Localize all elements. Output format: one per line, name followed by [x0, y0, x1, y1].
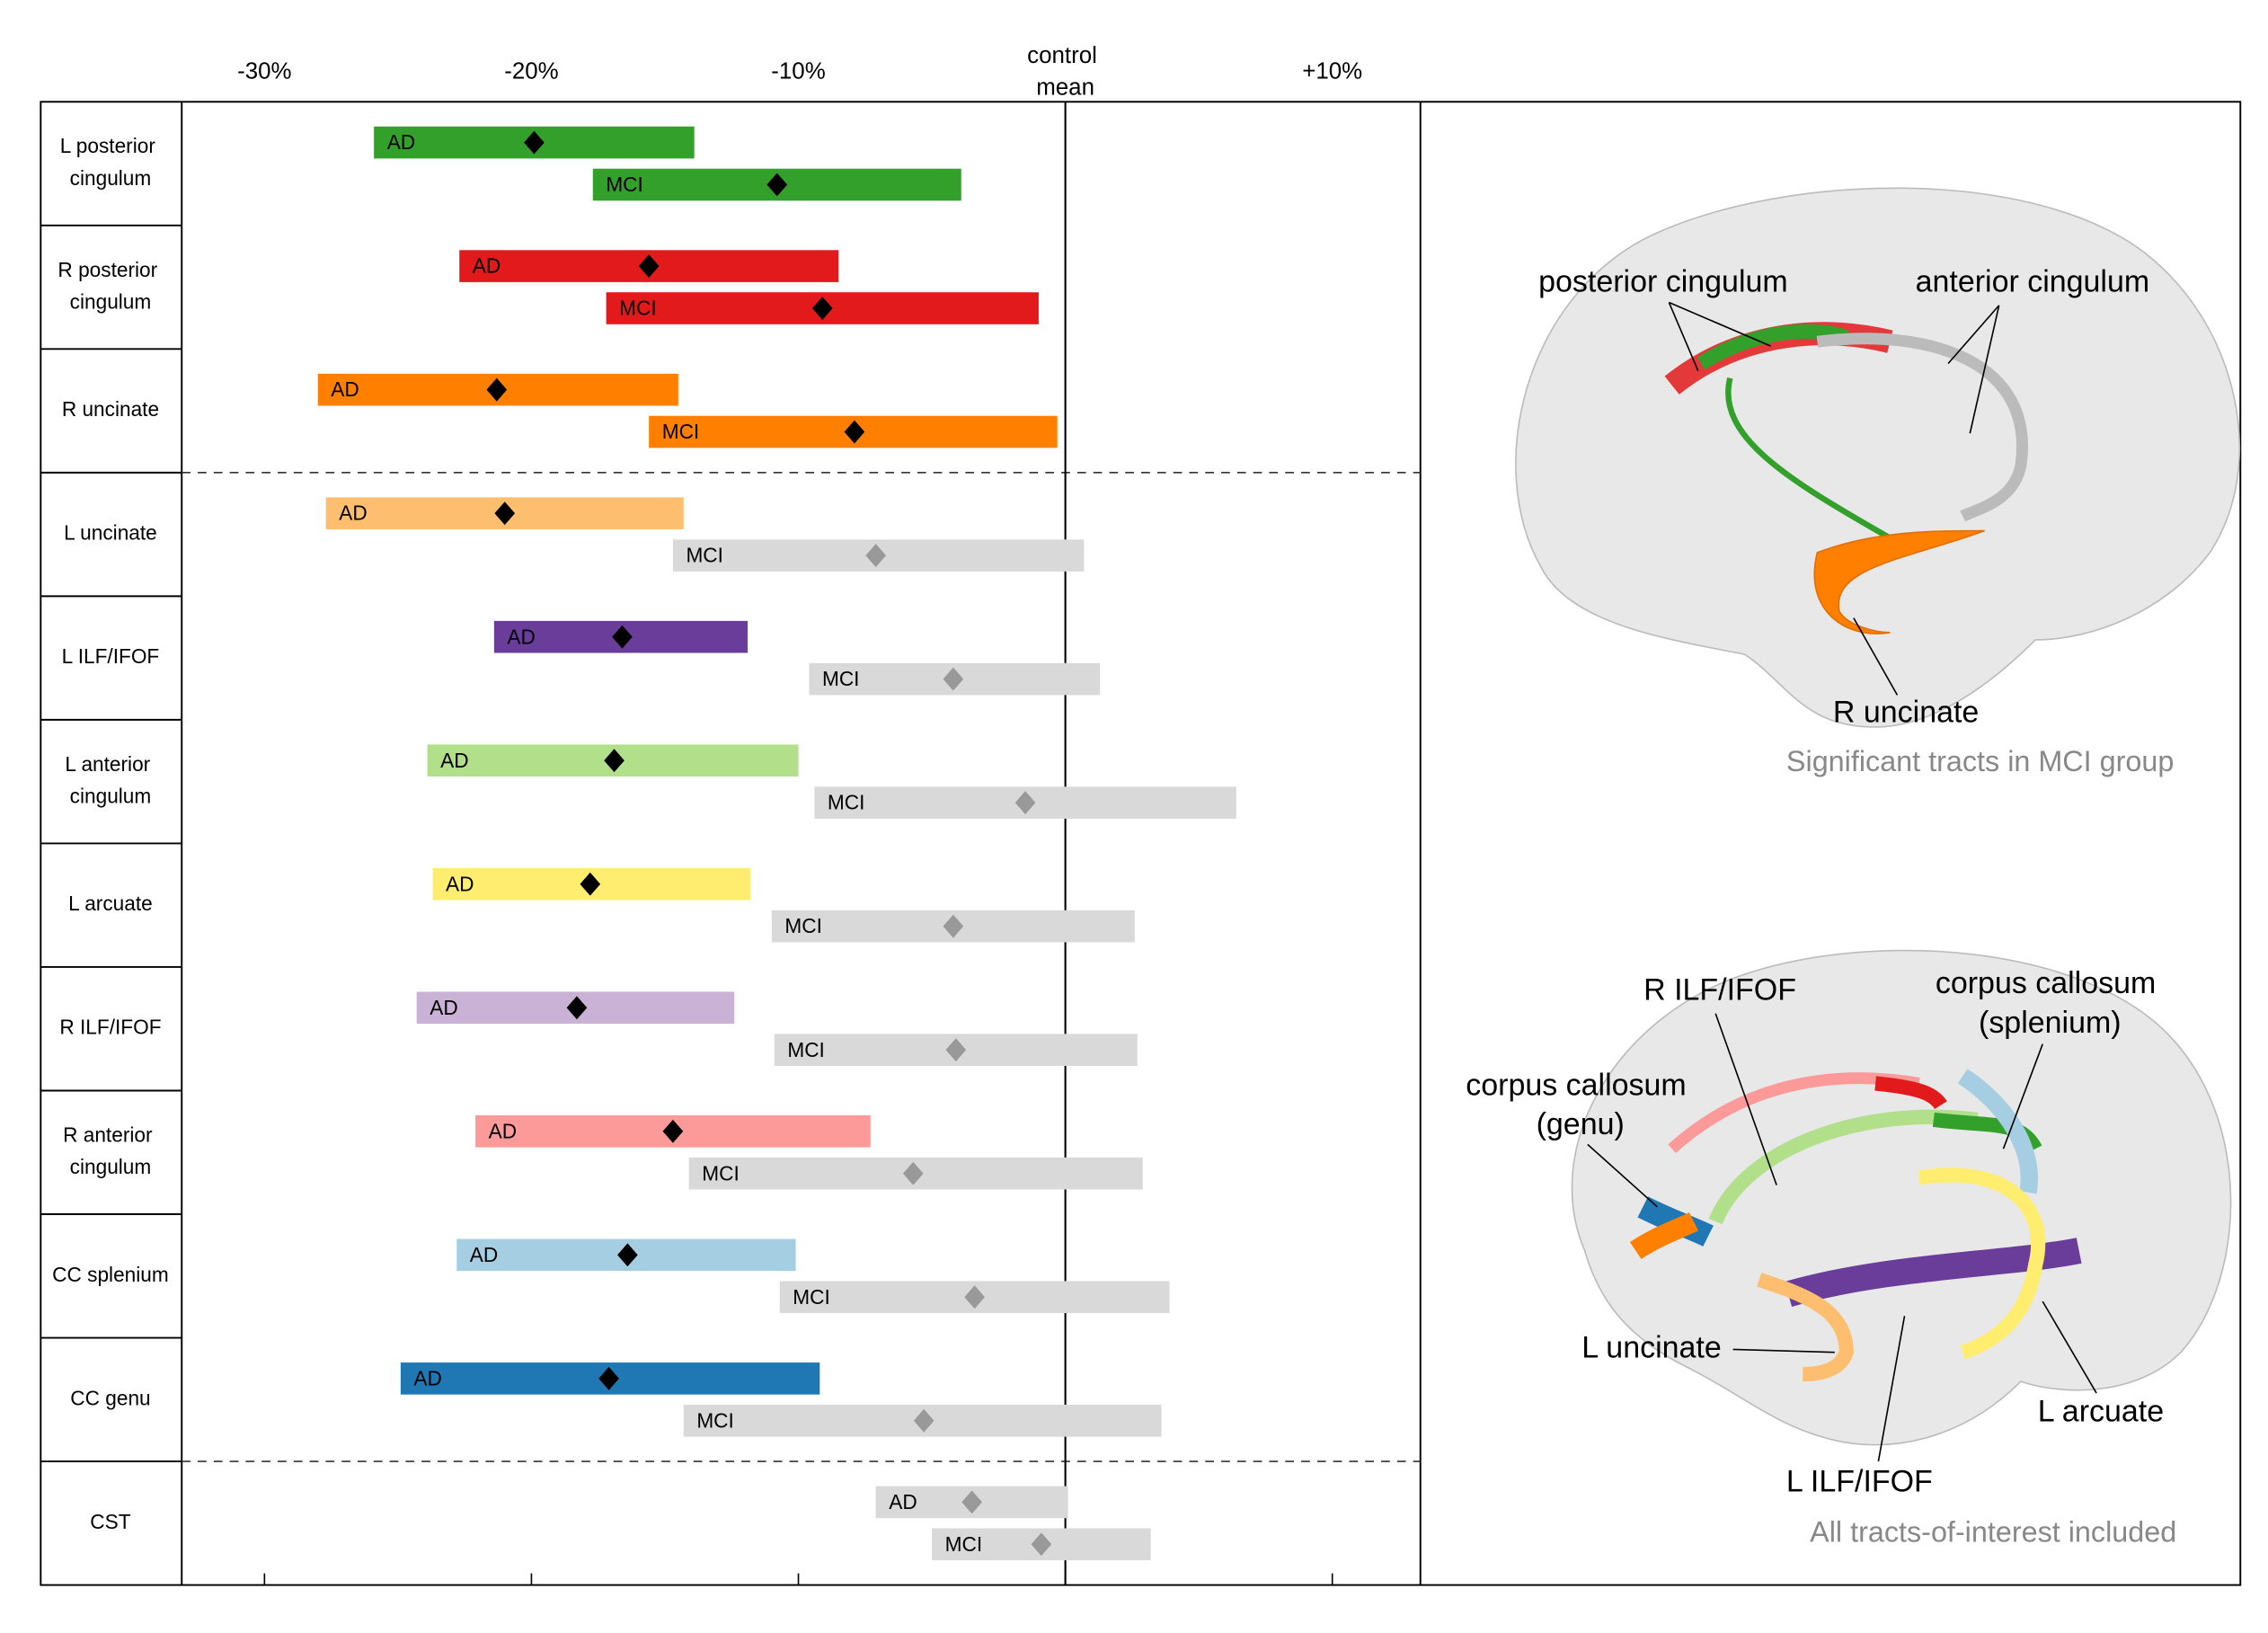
bar-label: MCI: [793, 1285, 830, 1309]
bar-label: AD: [470, 1243, 498, 1266]
mean-marker: [638, 254, 660, 279]
bar-label: AD: [489, 1119, 517, 1142]
category-label: R anterior cingulum: [63, 1123, 158, 1178]
tract-label: posterior cingulum: [1538, 264, 1788, 298]
bar-label: AD: [446, 872, 474, 895]
x-tick-label: -30%: [237, 59, 291, 84]
mean-marker: [617, 1243, 638, 1267]
mean-marker: [964, 1285, 985, 1309]
mean-marker: [844, 420, 865, 444]
panel-caption: Significant tracts in MCI group: [1786, 745, 2174, 777]
mean-marker: [945, 1038, 967, 1062]
x-tick-label: -10%: [771, 59, 825, 84]
bar-label: MCI: [619, 297, 657, 320]
category-label: CC genu: [70, 1386, 150, 1409]
bar-label: MCI: [686, 544, 723, 567]
bar-label: AD: [387, 130, 415, 154]
mean-marker: [766, 173, 788, 197]
bar-label: AD: [339, 501, 367, 525]
category-label: R ILF/IFOF: [59, 1016, 161, 1039]
bar-label: MCI: [662, 420, 700, 443]
bar-label: MCI: [828, 791, 865, 814]
bar-label: AD: [430, 996, 457, 1019]
bar-label: MCI: [784, 914, 822, 937]
tract-label: anterior cingulum: [1916, 264, 2150, 298]
bar-label: MCI: [822, 667, 860, 690]
category-label: L posterior cingulum: [60, 134, 161, 190]
bar-label: AD: [413, 1366, 441, 1389]
bar-label: MCI: [606, 173, 643, 196]
mean-marker: [598, 1366, 619, 1390]
category-label: CC splenium: [52, 1263, 169, 1286]
category-label: R uncinate: [62, 397, 159, 421]
mean-marker: [961, 1490, 982, 1514]
bar-label: AD: [331, 377, 359, 401]
mean-marker: [811, 297, 833, 320]
tract-label: R ILF/IFOF: [1643, 972, 1796, 1007]
mean-marker: [1014, 791, 1036, 815]
bar-label: AD: [440, 749, 468, 772]
x-tick-label: -20%: [504, 59, 558, 84]
bar-label: MCI: [696, 1408, 734, 1432]
tract-label: corpus callosum (splenium): [1936, 966, 2165, 1040]
category-label: L arcuate: [68, 892, 153, 915]
tract-label: L ILF/IFOF: [1786, 1464, 1933, 1498]
x-tick-label: +10%: [1302, 59, 1362, 84]
bar-label: AD: [889, 1490, 917, 1513]
category-label: R posterior cingulum: [58, 258, 163, 314]
mean-marker: [580, 872, 601, 896]
mean-marker: [943, 914, 964, 938]
category-label: CST: [90, 1510, 130, 1533]
bar-label: MCI: [945, 1532, 983, 1556]
tract-label: L arcuate: [2038, 1395, 2164, 1429]
x-tick-label: control mean: [1027, 43, 1103, 101]
bar-label: MCI: [702, 1161, 740, 1185]
bar-label: AD: [473, 254, 501, 278]
brain-image: [1571, 949, 2232, 1462]
mean-marker: [1031, 1532, 1052, 1557]
brain-image: [1515, 187, 2241, 728]
category-label: L anterior cingulum: [65, 752, 155, 808]
mean-marker: [902, 1161, 924, 1185]
tract-label: L uncinate: [1581, 1330, 1721, 1364]
tract-label: R uncinate: [1833, 695, 1979, 729]
bar-label: MCI: [787, 1038, 825, 1061]
category-label: L ILF/IFOF: [62, 644, 160, 668]
tract-label: corpus callosum (genu): [1466, 1068, 1695, 1141]
category-label: L uncinate: [64, 521, 157, 545]
bar-label: AD: [507, 625, 535, 648]
panel-caption: All tracts-of-interest included: [1810, 1516, 2176, 1549]
